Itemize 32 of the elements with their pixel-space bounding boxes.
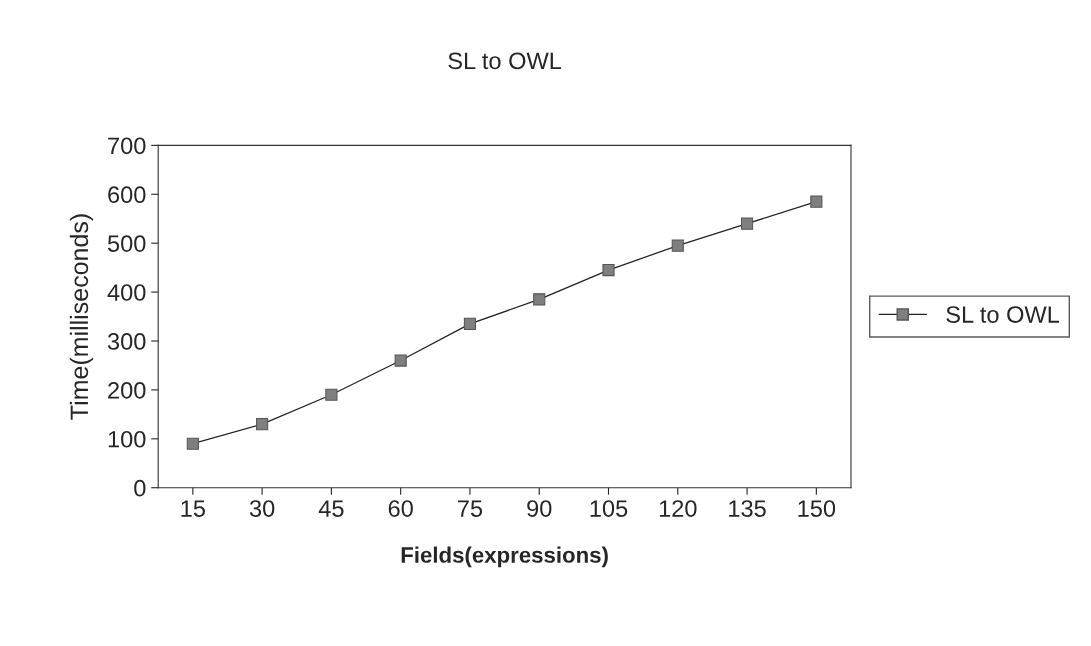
point (740, 217, 754, 230)
x-tick-label: 45 (318, 500, 344, 517)
x-tick-label: 150 (798, 500, 836, 517)
legend-label: SL to OWL (946, 306, 1060, 323)
point (463, 317, 477, 330)
y-tick-label: 500 (107, 235, 146, 252)
x-tick-label: 30 (249, 500, 275, 517)
y-tick-label: 400 (107, 284, 146, 301)
x-tick-label: 15 (181, 500, 205, 517)
point (533, 293, 546, 306)
y-tick-label: 700 (108, 137, 146, 155)
x-tick-label: 75 (458, 500, 483, 517)
x-tick-label: 105 (590, 500, 628, 517)
x-tick-label: 120 (659, 500, 697, 517)
y-tick-label: 200 (108, 381, 146, 399)
y-axis-title: Time(milliseconds) (69, 214, 94, 420)
y-tick-label: 100 (108, 430, 146, 448)
point (325, 388, 338, 401)
point (671, 239, 684, 252)
x-axis-title: Fields(expressions) (401, 546, 608, 568)
y-tick-label: 600 (108, 186, 146, 204)
point (256, 418, 269, 431)
y-tick-label: 300 (107, 333, 146, 350)
y-tick-label: 0 (134, 479, 146, 497)
chart-title: SL to OWL (448, 52, 562, 70)
point (394, 354, 407, 367)
point (602, 264, 615, 277)
x-tick-label: 90 (527, 500, 552, 517)
point (810, 195, 823, 208)
x-tick-label: 135 (729, 500, 766, 517)
x-tick-label: 60 (388, 500, 413, 517)
point (186, 437, 199, 450)
